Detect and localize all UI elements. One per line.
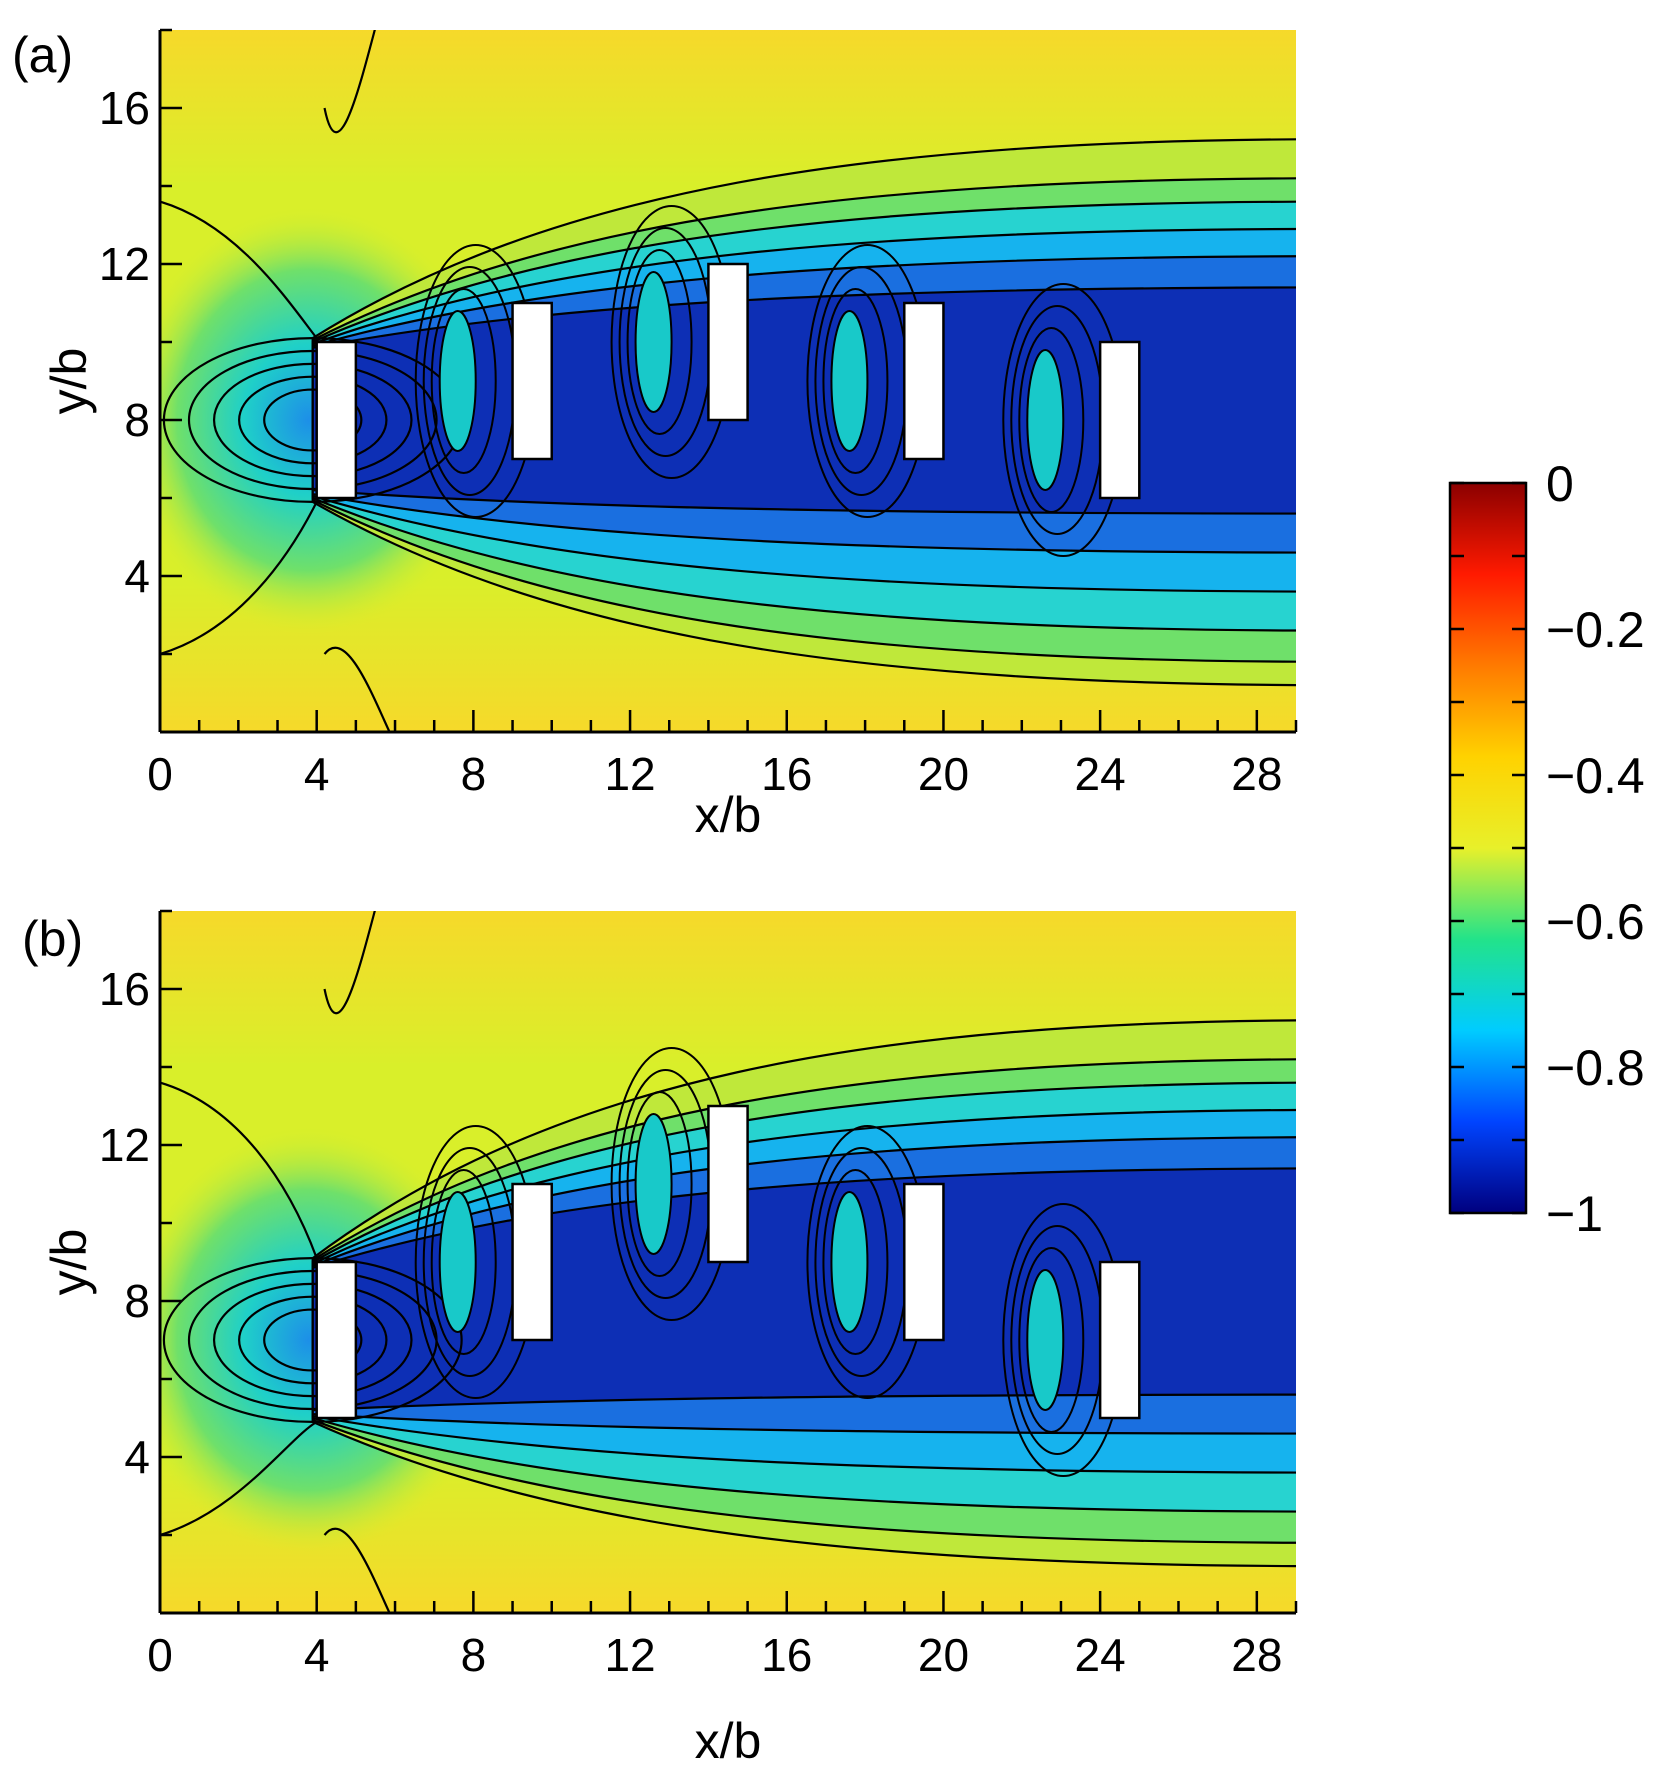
obstacle-1 (315, 340, 358, 500)
vortex-contour-2-1 (626, 1091, 693, 1277)
ambient-contour-0 (323, 30, 376, 134)
ambient-contour-0 (323, 911, 376, 1015)
y-tick-label: 8 (124, 394, 150, 446)
x-tick-label: 4 (304, 748, 330, 800)
vortex-contour-1-1 (430, 288, 497, 474)
vortex-contour-1-1 (430, 1169, 497, 1355)
colorbar-tick-label: −0.2 (1546, 602, 1645, 658)
ambient-contour-3 (160, 1420, 318, 1537)
vortex-contour-3-0 (830, 1191, 869, 1333)
colorbar-tick-label: −1 (1546, 1186, 1603, 1242)
vortex-contour-3-0 (830, 310, 869, 452)
contour-field (160, 30, 1296, 732)
vortex-contour-2-1 (626, 249, 693, 435)
x-tick-label: 4 (304, 1629, 330, 1681)
obstacle-3 (707, 1104, 749, 1264)
upstream-contour-4 (263, 1308, 363, 1372)
y-tick-label: 16 (99, 963, 150, 1015)
y-tick-label: 12 (99, 238, 150, 290)
contour-field (160, 911, 1296, 1613)
y-axis-label: y/b (41, 348, 97, 415)
panel-b: 0 4 8 12 16 20 24 28 4 8 12 16 x/b y/b (b) (22, 909, 1298, 1769)
x-tick-label: 16 (761, 748, 812, 800)
y-tick-label: 4 (124, 550, 150, 602)
ambient-contour-1 (323, 646, 391, 732)
vortex-contour-4-0 (1026, 1269, 1065, 1411)
ambient-contour-2 (160, 1081, 318, 1259)
obstacle-4 (903, 1182, 945, 1342)
ambient-contour-2 (160, 200, 318, 339)
panel-label: (a) (12, 27, 73, 83)
x-tick-label: 24 (1075, 748, 1126, 800)
x-tick-label: 8 (461, 1629, 487, 1681)
upstream-contour-2 (212, 1282, 413, 1398)
upstream-contour-3 (238, 1295, 388, 1385)
vortex-contour-3-1 (822, 288, 889, 474)
colorbar-tick-label: −0.4 (1546, 748, 1645, 804)
colorbar-tick-label: −0.8 (1546, 1040, 1645, 1096)
obstacle-2 (511, 301, 553, 461)
upstream-contour-0 (162, 1256, 463, 1423)
vortex-contour-4-1 (1018, 1247, 1085, 1433)
vortex-contour-4-0 (1026, 349, 1065, 491)
vortex-contour-4-1 (1018, 327, 1085, 513)
obstacle-4 (903, 301, 945, 461)
x-tick-label: 12 (604, 1629, 655, 1681)
x-tick-label: 20 (918, 1629, 969, 1681)
obstacle-1 (315, 1260, 358, 1420)
upstream-contour-4 (263, 388, 363, 452)
vortex-contour-1-0 (438, 1191, 477, 1333)
obstacle-3 (707, 262, 749, 422)
upstream-contour-3 (238, 375, 388, 465)
vortex-contour-3-1 (822, 1169, 889, 1355)
obstacle-5 (1098, 340, 1141, 500)
x-tick-label: 0 (147, 748, 173, 800)
y-axis-label: y/b (41, 1229, 97, 1296)
colorbar-tick-label: 0 (1546, 456, 1574, 512)
ambient-contour-1 (323, 1527, 391, 1613)
x-tick-label: 8 (461, 748, 487, 800)
y-tick-label: 16 (99, 82, 150, 134)
upstream-contour-1 (187, 349, 438, 491)
x-tick-label: 12 (604, 748, 655, 800)
obstacle-5 (1098, 1260, 1141, 1420)
colorbar-tick-label: −0.6 (1546, 894, 1645, 950)
x-tick-label: 28 (1231, 1629, 1282, 1681)
panel-label: (b) (22, 911, 83, 967)
y-tick-label: 4 (124, 1431, 150, 1483)
x-tick-label: 16 (761, 1629, 812, 1681)
x-tick-label: 28 (1231, 748, 1282, 800)
obstacle-2 (511, 1182, 553, 1342)
upstream-contour-2 (212, 362, 413, 478)
x-tick-label: 0 (147, 1629, 173, 1681)
x-tick-label: 24 (1075, 1629, 1126, 1681)
vortex-contour-2-0 (634, 271, 673, 413)
x-axis-label: x/b (695, 787, 762, 843)
x-axis-label: x/b (695, 1713, 762, 1769)
ambient-contour-3 (160, 501, 318, 656)
y-tick-label: 12 (99, 1119, 150, 1171)
x-tick-label: 20 (918, 748, 969, 800)
vortex-contour-2-0 (634, 1113, 673, 1255)
vortex-contour-1-0 (438, 310, 477, 452)
y-tick-label: 8 (124, 1275, 150, 1327)
